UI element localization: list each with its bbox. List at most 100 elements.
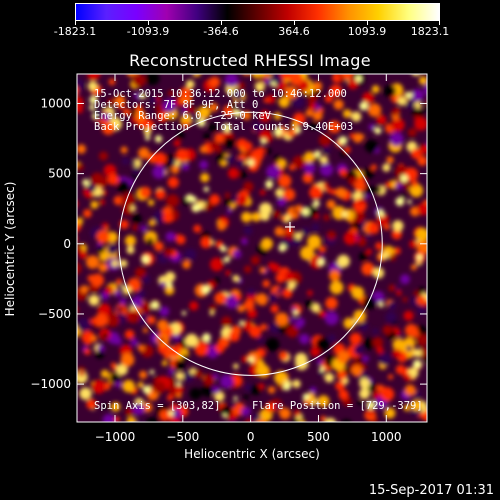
heatmap-blob xyxy=(77,217,84,225)
heatmap-blob xyxy=(77,78,85,92)
heatmap-blob xyxy=(86,182,97,193)
heatmap-blob xyxy=(134,109,146,122)
heatmap-blob xyxy=(189,387,202,400)
heatmap-blob xyxy=(132,214,142,224)
x-tick-label: 1000 xyxy=(371,430,402,444)
heatmap-bright-spot xyxy=(312,200,320,207)
heatmap-blob xyxy=(86,398,97,410)
heatmap-blob xyxy=(200,173,210,183)
heatmap-blob xyxy=(214,292,227,305)
heatmap-bright-spot xyxy=(395,197,405,207)
heatmap-blob xyxy=(249,325,262,338)
heatmap-blob xyxy=(77,317,91,332)
heatmap-blob xyxy=(326,199,336,209)
heatmap-blob xyxy=(199,145,208,154)
heatmap-blob xyxy=(272,210,281,219)
heatmap-blob xyxy=(351,111,362,122)
heatmap-blob xyxy=(105,313,120,328)
heatmap-blob xyxy=(166,194,180,208)
heatmap-blob xyxy=(210,257,224,272)
heatmap-blob xyxy=(275,312,289,326)
chart-title: Reconstructed RHESSI Image xyxy=(129,51,371,70)
heatmap-blob xyxy=(122,379,135,393)
heatmap-blob xyxy=(413,348,422,358)
heatmap-blob xyxy=(100,369,109,378)
heatmap-blob xyxy=(170,417,182,422)
heatmap-blob xyxy=(318,245,326,253)
heatmap-blob xyxy=(134,92,142,100)
heatmap-blob xyxy=(130,205,137,212)
heatmap-blob xyxy=(107,243,118,255)
heatmap-blob xyxy=(283,271,295,283)
heatmap-blob xyxy=(161,360,168,366)
heatmap-blob xyxy=(351,365,363,377)
heatmap-blob xyxy=(294,231,303,240)
heatmap-blob xyxy=(376,114,387,125)
heatmap-blob xyxy=(213,277,220,285)
heatmap-blob xyxy=(295,204,303,213)
heatmap-bright-spot xyxy=(342,211,348,217)
heatmap-blob xyxy=(175,148,189,162)
heatmap-blob xyxy=(125,407,134,417)
heatmap-blob xyxy=(335,187,347,199)
heatmap-blob xyxy=(349,332,362,345)
heatmap-blob xyxy=(194,342,209,357)
heatmap-blob xyxy=(165,231,176,242)
heatmap-blob xyxy=(149,96,158,105)
heatmap-blob xyxy=(391,108,399,116)
heatmap-blob xyxy=(332,206,347,220)
x-tick-label: −1000 xyxy=(95,430,136,444)
heatmap-blob xyxy=(290,316,296,322)
heatmap-blob xyxy=(362,92,375,104)
heatmap-blob xyxy=(389,132,404,147)
heatmap-blob xyxy=(389,254,397,261)
annotation-method-counts: Back Projection Total counts: 9.40E+03 xyxy=(94,121,353,133)
annotation-flare-position: Flare Position = [729,-379] xyxy=(252,400,423,412)
heatmap-blob xyxy=(357,400,363,406)
heatmap-blob xyxy=(388,284,396,292)
heatmap-blob xyxy=(137,344,145,352)
heatmap-blob xyxy=(325,297,338,310)
heatmap-blob xyxy=(323,214,330,221)
heatmap-blob xyxy=(417,203,427,216)
heatmap-blob xyxy=(176,392,182,399)
heatmap-blob xyxy=(236,81,245,90)
heatmap-blob xyxy=(368,123,376,131)
heatmap-blob xyxy=(250,384,261,396)
heatmap-blob xyxy=(343,231,358,245)
annotation-spin-axis: Spin Axis = [303,82] xyxy=(94,400,220,412)
heatmap-blob xyxy=(241,110,251,120)
heatmap-bright-spot xyxy=(293,310,299,316)
heatmap-bright-spot xyxy=(314,150,321,158)
heatmap-blob xyxy=(282,188,296,201)
heatmap-blob xyxy=(243,226,253,236)
heatmap-blob xyxy=(324,311,339,326)
colorbar-tick-label: 1823.1 xyxy=(410,25,450,38)
heatmap-blob xyxy=(115,381,122,388)
heatmap-blob xyxy=(230,402,236,408)
heatmap-blob xyxy=(417,305,427,315)
heatmap-bright-spot xyxy=(302,393,310,401)
heatmap-blob xyxy=(240,407,250,417)
y-tick-label: 500 xyxy=(48,167,71,181)
heatmap-blob xyxy=(200,237,212,249)
heatmap-blob xyxy=(148,219,156,227)
heatmap-blob xyxy=(98,262,108,273)
heatmap-blob xyxy=(391,229,402,240)
heatmap-blob xyxy=(88,294,100,306)
heatmap-image xyxy=(77,74,427,422)
heatmap-blob xyxy=(129,311,141,323)
heatmap-blob xyxy=(343,317,355,329)
heatmap-blob xyxy=(309,386,317,395)
heatmap-blob xyxy=(347,79,359,90)
heatmap-blob xyxy=(362,296,376,310)
heatmap-blob xyxy=(162,99,177,113)
heatmap-blob xyxy=(278,351,289,361)
heatmap-blob xyxy=(368,223,380,234)
heatmap-blob xyxy=(90,172,105,186)
heatmap-blob xyxy=(241,355,249,363)
heatmap-bright-spot xyxy=(89,95,98,104)
heatmap-blob xyxy=(361,262,375,276)
heatmap-bright-spot xyxy=(222,413,227,418)
heatmap-blob xyxy=(86,255,100,269)
